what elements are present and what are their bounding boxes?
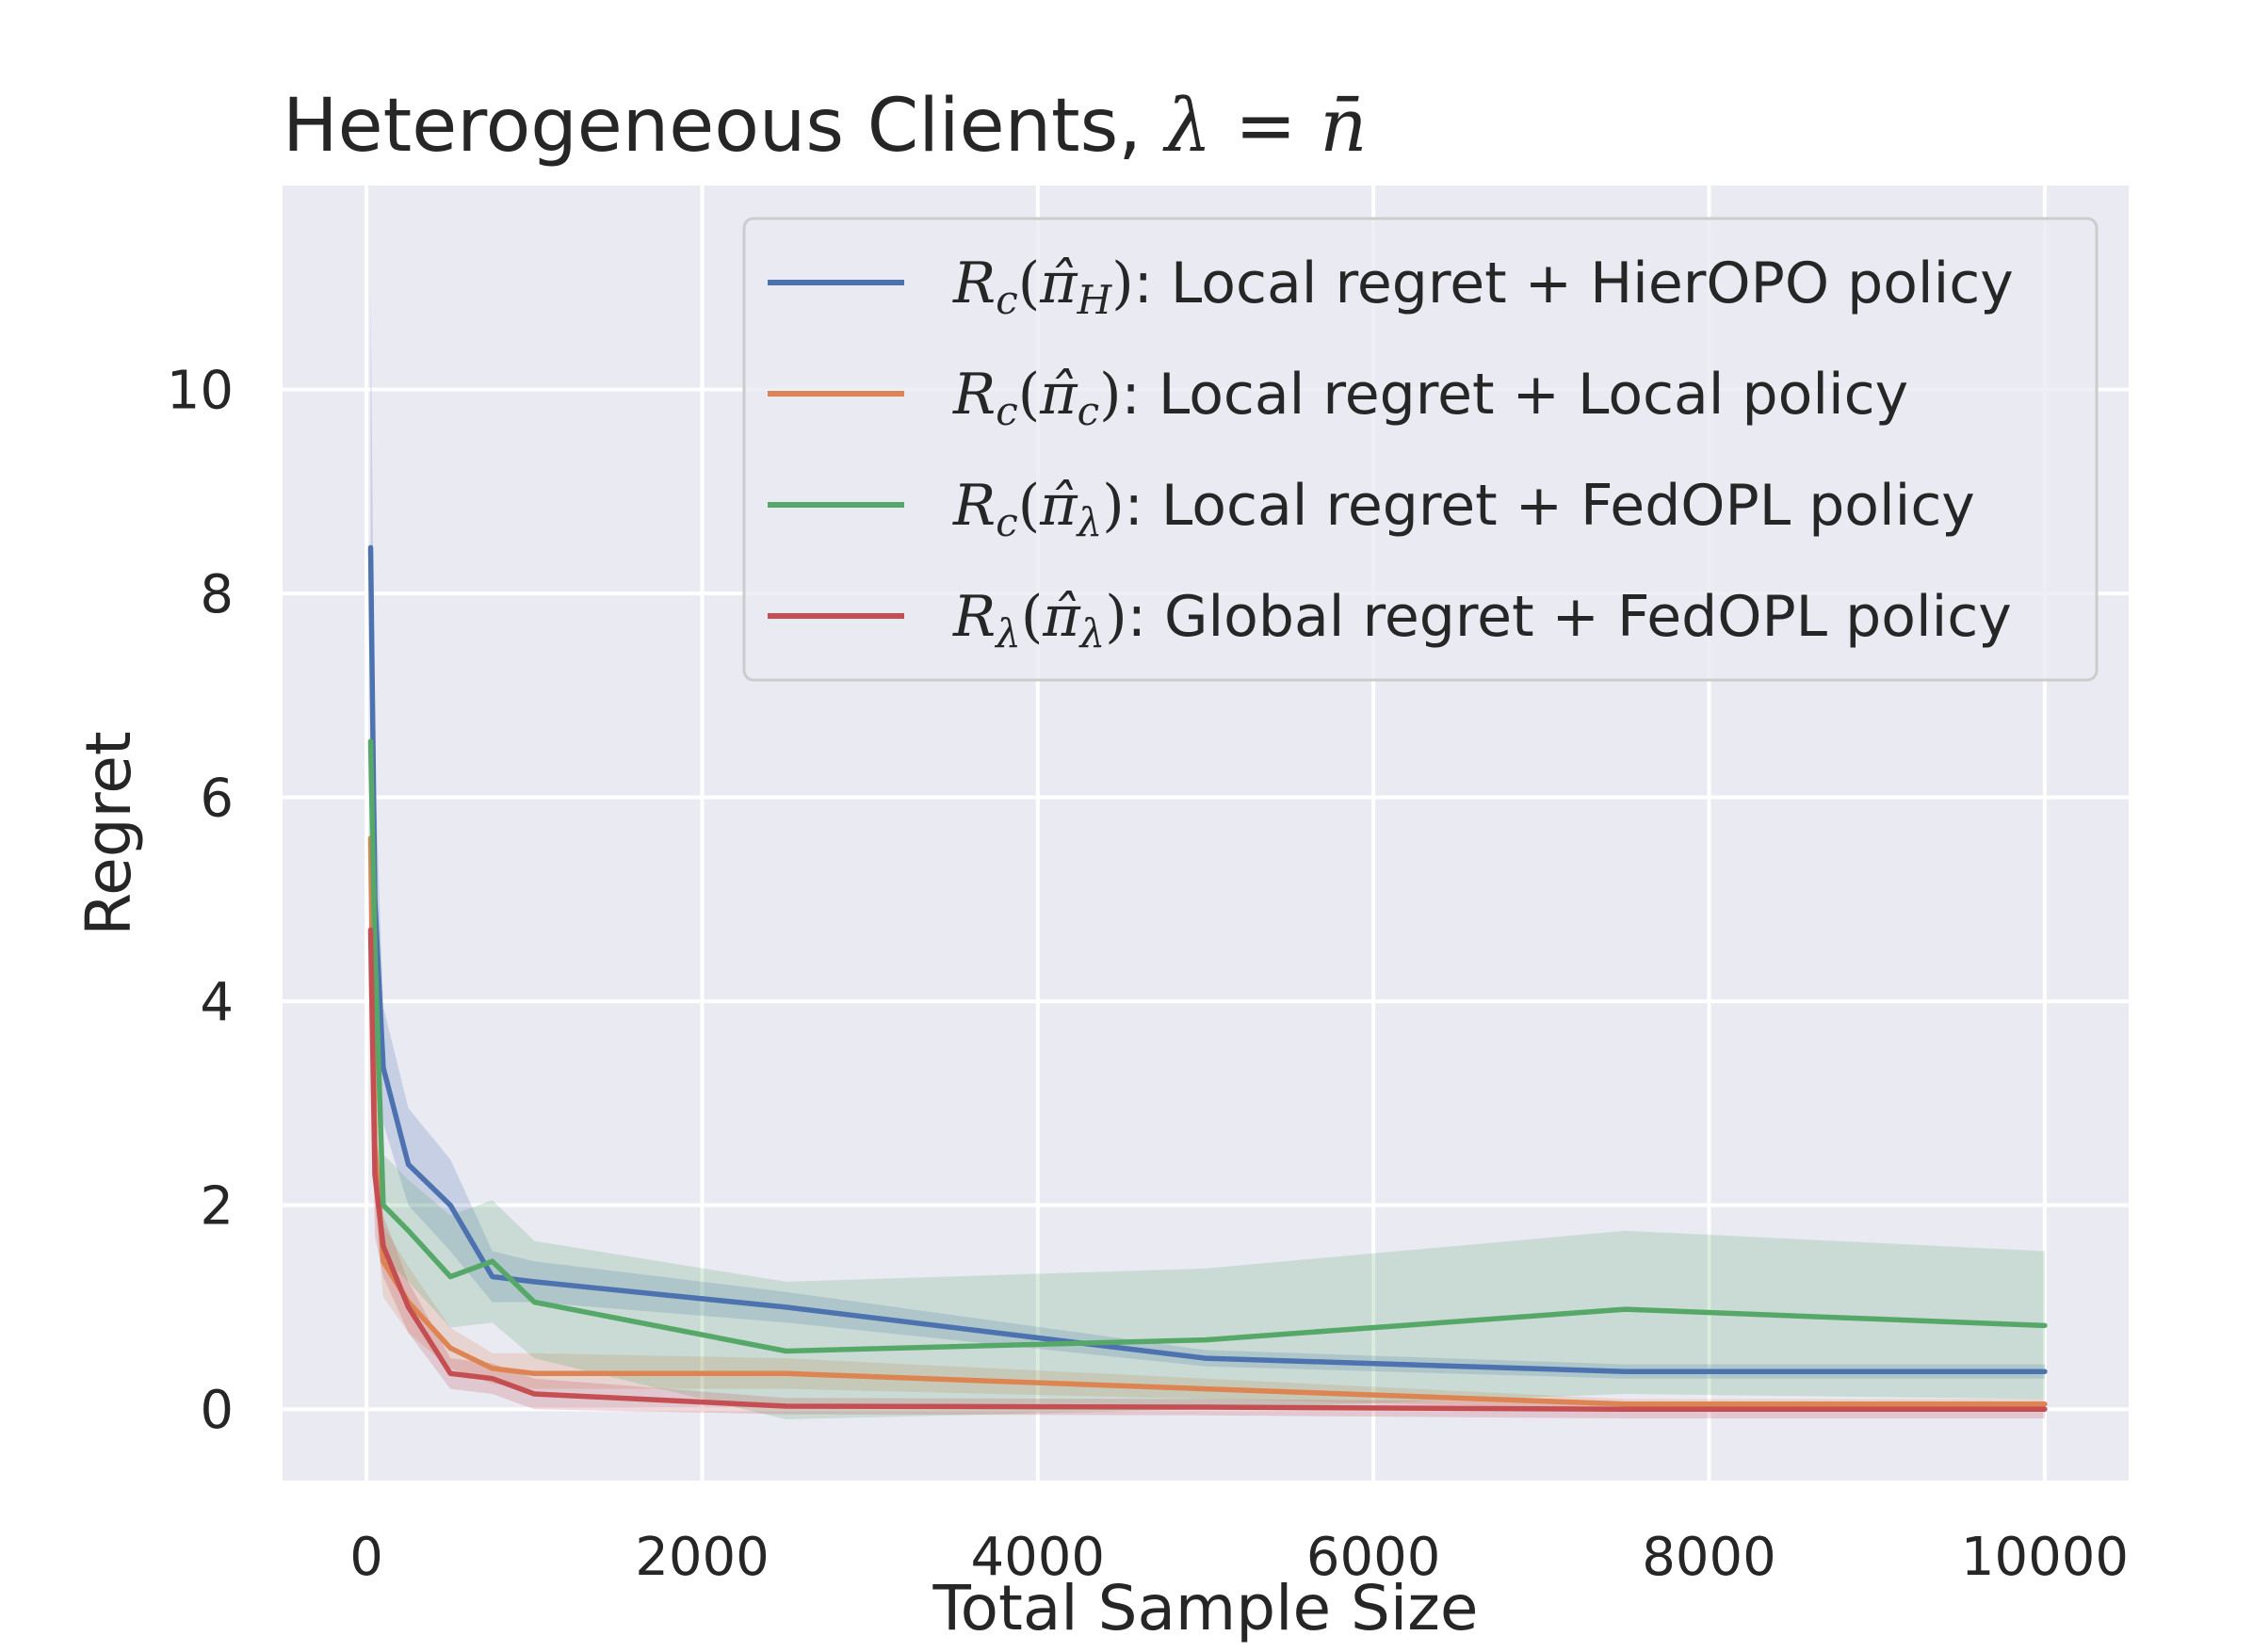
legend-text-local: : Local regret + Local policy [1122,362,1909,428]
y-tick-label-6: 6 [200,769,234,830]
x-tick-label-2000: 2000 [635,1527,770,1588]
legend-text-fedopl-global: : Global regret + FedOPL policy [1127,584,2012,650]
y-tick-label-2: 2 [200,1176,234,1238]
series-lines [367,544,2048,1412]
band-hieropo [370,287,2045,1379]
y-tick-label-8: 8 [200,564,234,625]
confidence-bands [370,287,2045,1419]
chart-title: Heterogeneous Clients, λ = n̄ [283,84,1367,169]
x-tick-label-0: 0 [349,1527,383,1588]
legend-box [742,217,2099,682]
line-hieropo [367,544,2048,1374]
x-tick-label-4000: 4000 [971,1527,1106,1588]
legend-label-fedopl-local: Rc(π̂λ): Local regret + FedOPL policy [952,473,1975,545]
line-fedopl-global [367,927,2048,1412]
x-axis-label: Total Sample Size [932,1572,1478,1644]
legend: Rc(π̂H): Local regret + HierOPO policy R… [742,217,2099,682]
legend-label-fedopl-global: Rλ(π̂λ): Global regret + FedOPL policy [952,584,2012,656]
y-tick-labels: 0 2 4 6 8 10 [167,361,234,1442]
y-tick-label-0: 0 [200,1380,234,1441]
legend-text-fedopl-local: : Local regret + FedOPL policy [1125,473,1975,539]
line-fedopl-local [367,738,2048,1354]
legend-label-hieropo: Rc(π̂H): Local regret + HierOPO policy [952,251,2014,323]
x-tick-label-6000: 6000 [1306,1527,1441,1588]
x-tick-label-8000: 8000 [1642,1527,1776,1588]
x-tick-labels: 0 2000 4000 6000 8000 10000 [349,1527,2129,1588]
y-tick-label-4: 4 [200,972,234,1033]
band-fedopl-local [370,613,2045,1419]
legend-text-hieropo: : Local regret + HierOPO policy [1134,251,2014,316]
legend-math-hieropo: Rc(π̂H) [952,251,1134,323]
y-tick-label-10: 10 [167,361,234,422]
x-tick-label-10000: 10000 [1961,1527,2129,1588]
y-axis-label: Regret [73,731,145,936]
